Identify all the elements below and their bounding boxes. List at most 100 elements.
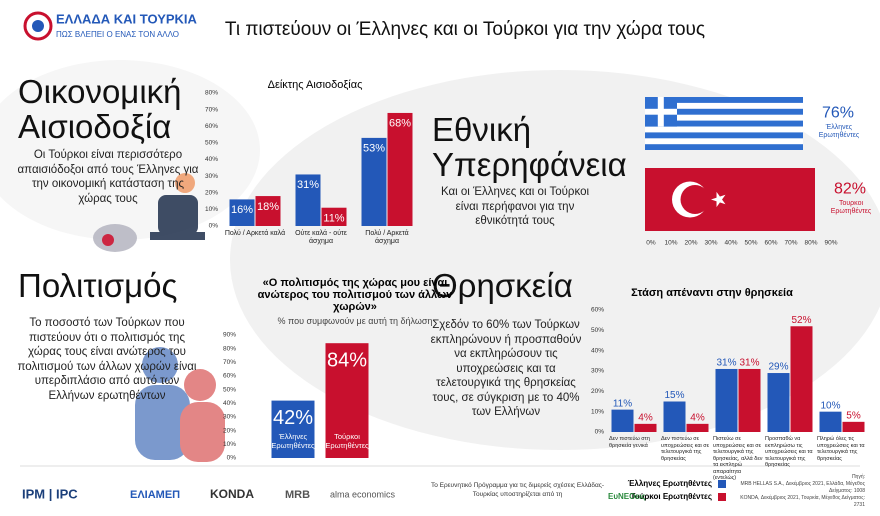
- y-tick-label: 70%: [205, 106, 218, 113]
- y-tick-label: 10%: [205, 206, 218, 213]
- category-label: Ούτε καλά - ούτε άσχημα: [295, 230, 347, 245]
- bar: [255, 196, 281, 226]
- y-tick-label: 30%: [205, 173, 218, 180]
- logo: ΕΛΙΑΜΕΠ: [130, 489, 180, 501]
- value-label: 29%: [768, 362, 788, 373]
- category-label: Πληρώ όλες τις υποχρεώσεις και τα τελετο…: [817, 436, 865, 462]
- y-tick-label: 30%: [591, 368, 604, 375]
- x-tick-label: 30%: [704, 240, 717, 247]
- bar: [645, 168, 815, 231]
- x-tick-label: 0%: [646, 240, 656, 247]
- legend-label: Έλληνες Ερωτηθέντες: [628, 479, 712, 488]
- bar: [790, 326, 813, 432]
- y-tick-label: 30%: [223, 414, 236, 421]
- value-label: 4%: [638, 413, 653, 424]
- value-label: 31%: [739, 358, 759, 369]
- y-tick-label: 40%: [205, 156, 218, 163]
- x-tick-label: 10%: [664, 240, 677, 247]
- source-title: Πηγή:: [851, 474, 865, 480]
- flag-cross: [645, 108, 677, 115]
- bar: [361, 137, 387, 226]
- category-label: Δεν πιστεύω στη θρησκεία γενικά: [609, 436, 650, 449]
- logo: MRB: [285, 489, 310, 501]
- logo-title: ΕΛΛΑΔΑ ΚΑΙ ΤΟΥΡΚΙΑ: [56, 11, 198, 26]
- category-label: Τουρκοι Ερωτηθέντες: [830, 199, 872, 215]
- bar: [842, 421, 865, 432]
- bar: [295, 174, 321, 226]
- y-tick-label: 0%: [209, 223, 219, 230]
- value-label: 18%: [257, 201, 279, 213]
- bar: [634, 423, 657, 432]
- logo: KONDA: [210, 487, 254, 501]
- flag-crescent: [680, 185, 710, 214]
- bar: [321, 207, 347, 226]
- x-tick-label: 40%: [724, 240, 737, 247]
- y-tick-label: 20%: [591, 388, 604, 395]
- value-label: 16%: [231, 204, 253, 216]
- y-tick-label: 10%: [591, 408, 604, 415]
- y-tick-label: 50%: [223, 386, 236, 393]
- y-tick-label: 80%: [223, 345, 236, 352]
- logo-icon: [23, 11, 53, 41]
- legend-swatch: [718, 480, 726, 488]
- source: Πηγή: MRB HELLAS S.A., Δεκέμβριος 2021, …: [735, 474, 865, 509]
- bar: [387, 112, 413, 226]
- value-label: 52%: [791, 315, 811, 326]
- logo-icon: [32, 20, 44, 32]
- section-text: Σχεδόν το 60% των Τούρκων εκπληρώνουν ή …: [430, 319, 582, 418]
- chart-subtitle: % που συμφωνούν με αυτή τη δήλωση: [277, 316, 433, 326]
- category-label: Πολύ / Αρκετά άσχημα: [365, 230, 409, 245]
- category-label: Έλληνες Ερωτηθέντες: [818, 123, 860, 139]
- chart-title: «Ο πολιτισμός της χώρας μου είναι ανώτερ…: [257, 277, 453, 313]
- category-label: Δεν πιστεύω σε υποχρεώσεις και σε τελετο…: [661, 436, 710, 462]
- sponsor: ΕυΝΕΟεις: [608, 492, 646, 501]
- chart-title: Στάση απέναντι στην θρησκεία: [631, 287, 793, 299]
- logo-subtitle: ΠΩΣ ΒΛΕΠΕΙ Ο ΕΝΑΣ ΤΟΝ ΑΛΛΟ: [56, 30, 179, 39]
- section-heading: Οικονομική Αισιοδοξία: [18, 73, 182, 145]
- x-tick-label: 70%: [784, 240, 797, 247]
- chart-title: Δείκτης Αισιοδοξίας: [268, 79, 363, 91]
- y-tick-label: 10%: [223, 441, 236, 448]
- bar: [767, 373, 790, 432]
- support-text: Το Ερευνητικό Πρόγραμμα για τις διμερείς…: [430, 482, 605, 498]
- bar: [663, 401, 686, 432]
- value-label: 31%: [716, 358, 736, 369]
- bar: [271, 400, 315, 458]
- bar: [738, 368, 761, 432]
- illustration: [93, 173, 225, 462]
- x-tick-label: 20%: [684, 240, 697, 247]
- y-tick-label: 20%: [205, 189, 218, 196]
- y-tick-label: 0%: [595, 429, 605, 436]
- category-label: Προσπαθώ να εκπληρώσω τις υποχρεώσεις κα…: [765, 436, 813, 468]
- y-tick-label: 60%: [591, 307, 604, 314]
- category-label: Πολύ / Αρκετά καλά: [224, 230, 286, 237]
- category-label: Τούρκοι Ερωτηθέντες: [325, 432, 369, 450]
- x-tick-label: 50%: [744, 240, 757, 247]
- value-label: 84%: [327, 349, 367, 371]
- bar: [715, 368, 738, 432]
- logo: IPM | IPC: [22, 486, 78, 501]
- section-text: Το ποσοστό των Τούρκων που πιστεύουν ότι…: [17, 317, 197, 402]
- value-label: 10%: [820, 400, 840, 411]
- y-tick-label: 80%: [205, 90, 218, 97]
- category-label: Έλληνες Ερωτηθέντες: [271, 432, 315, 450]
- y-tick-label: 60%: [205, 123, 218, 130]
- background-blob: [0, 60, 260, 240]
- value-label: 31%: [297, 179, 319, 191]
- flag-star: [711, 191, 726, 208]
- y-tick-label: 20%: [223, 427, 236, 434]
- value-label: 82%: [834, 181, 866, 198]
- value-label: 15%: [664, 390, 684, 401]
- value-label: 68%: [389, 118, 411, 130]
- section-heading: Πολιτισμός: [18, 267, 178, 304]
- source-line: KONDA, Δεκέμβριος 2021, Τουρκία, Μέγεθος…: [740, 495, 865, 508]
- y-tick-label: 60%: [223, 373, 236, 380]
- x-tick-label: 60%: [764, 240, 777, 247]
- bar: [325, 343, 369, 458]
- value-label: 11%: [613, 398, 632, 409]
- value-label: 11%: [323, 212, 344, 224]
- legend: Έλληνες Ερωτηθέντες Τούρκοι Ερωτηθέντες: [628, 479, 726, 501]
- bar: [686, 423, 709, 432]
